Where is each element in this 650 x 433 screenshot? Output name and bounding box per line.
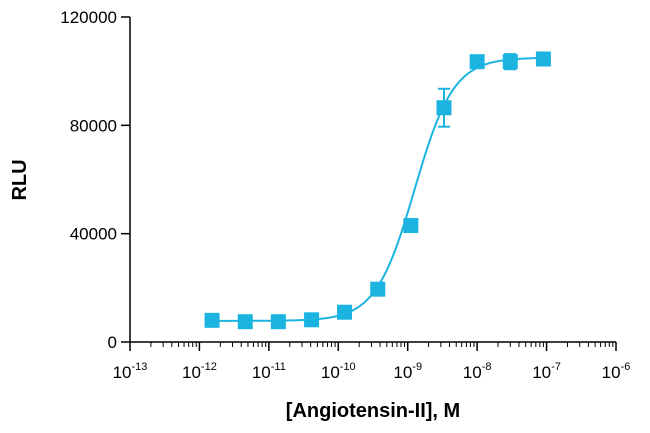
data-point xyxy=(304,312,320,328)
x-tick-exponent: -8 xyxy=(482,361,492,373)
y-axis-ticks: 0 40000 80000 120000 xyxy=(60,8,130,352)
data-point xyxy=(270,314,286,330)
x-tick-exponent: -13 xyxy=(132,361,148,373)
x-tick-label: 10-11 xyxy=(252,361,286,382)
axes xyxy=(129,17,616,343)
x-tick-base: 10 xyxy=(532,363,551,382)
x-tick-base: 10 xyxy=(602,363,621,382)
x-tick-label: 10-9 xyxy=(393,361,422,382)
x-tick-base: 10 xyxy=(252,363,271,382)
fit-curve-layer xyxy=(212,56,544,322)
x-tick-label: 10-10 xyxy=(321,361,356,382)
y-tick-label: 40000 xyxy=(70,225,117,244)
data-point xyxy=(370,281,386,297)
y-tick-label: 0 xyxy=(108,333,117,352)
x-tick-label: 10-7 xyxy=(532,361,561,382)
x-tick-base: 10 xyxy=(113,363,132,382)
fit-curve xyxy=(212,56,544,322)
x-tick-label: 10-8 xyxy=(463,361,492,382)
x-tick-base: 10 xyxy=(182,363,201,382)
data-point xyxy=(403,218,419,234)
x-tick-exponent: -10 xyxy=(340,361,356,373)
x-tick-base: 10 xyxy=(393,363,412,382)
y-tick-label: 120000 xyxy=(60,8,117,27)
x-tick-exponent: -12 xyxy=(201,361,217,373)
y-tick-label: 80000 xyxy=(70,116,117,135)
x-tick-exponent: -6 xyxy=(621,361,631,373)
data-point xyxy=(502,54,518,70)
y-axis-title: RLU xyxy=(9,159,31,200)
x-tick-exponent: -7 xyxy=(551,361,561,373)
x-tick-label: 10-13 xyxy=(113,361,148,382)
data-point xyxy=(535,51,551,67)
x-tick-base: 10 xyxy=(463,363,482,382)
data-point xyxy=(204,312,220,328)
data-points-layer xyxy=(204,51,551,330)
data-point xyxy=(237,314,253,330)
x-axis-ticks: 10-13 10-12 10-11 10-10 10-9 10-8 10-7 10-6 xyxy=(113,342,631,382)
x-tick-label: 10-12 xyxy=(182,361,217,382)
x-tick-base: 10 xyxy=(321,363,340,382)
data-point xyxy=(469,54,485,70)
x-tick-label: 10-6 xyxy=(602,361,631,382)
x-tick-exponent: -11 xyxy=(271,361,286,373)
x-tick-exponent: -9 xyxy=(412,361,422,373)
data-point xyxy=(337,304,353,320)
data-point xyxy=(436,100,452,116)
x-axis-title: [Angiotensin-II], M xyxy=(286,400,460,422)
